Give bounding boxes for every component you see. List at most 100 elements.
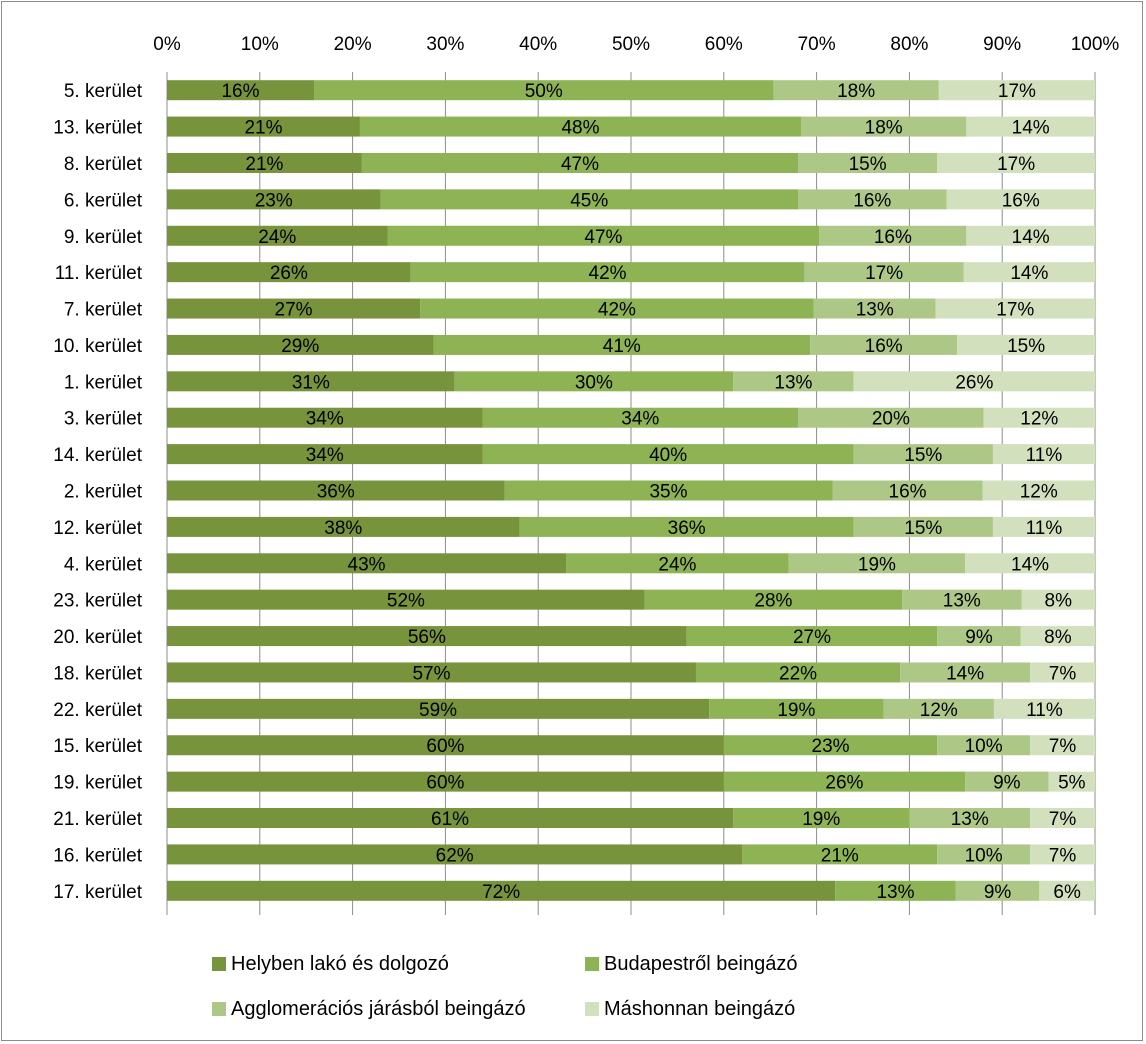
data-label: 14% — [1010, 263, 1048, 284]
bar-segment — [167, 626, 687, 647]
x-tick-label: 70% — [798, 34, 836, 55]
bar-segment — [167, 516, 520, 537]
bar-segment — [167, 808, 734, 829]
data-label: 27% — [793, 627, 831, 648]
x-tick-label: 40% — [519, 34, 557, 55]
data-label: 22% — [779, 663, 817, 684]
data-label: 23% — [812, 736, 850, 757]
bar-segment — [804, 262, 964, 283]
bar-segment — [800, 116, 967, 137]
bar-segment — [963, 262, 1095, 283]
bar-segment — [983, 407, 1095, 428]
data-label: 19% — [777, 700, 815, 721]
bar-segment — [992, 444, 1095, 465]
bar-segment — [773, 80, 939, 101]
bar-segment — [482, 407, 799, 428]
bar-segment — [167, 444, 483, 465]
data-label: 18% — [865, 118, 903, 139]
bar-segment — [1039, 880, 1095, 901]
bar-segment — [1021, 589, 1095, 610]
data-label: 72% — [482, 882, 520, 903]
bar-segment — [1020, 626, 1095, 647]
bar-segment — [167, 80, 315, 101]
bar-segment — [167, 334, 434, 355]
data-label: 7% — [1049, 809, 1077, 830]
bar-segment — [695, 662, 901, 683]
data-label: 13% — [943, 591, 981, 612]
bar-segment — [361, 152, 799, 173]
bar-segment — [519, 516, 854, 537]
bar-segment — [937, 735, 1031, 756]
data-label: 10% — [965, 845, 1003, 866]
legend-swatch — [212, 1002, 226, 1016]
data-label: 13% — [774, 372, 812, 393]
x-tick-label: 0% — [153, 34, 181, 55]
legend-label: Helyben lakó és dolgozó — [231, 953, 449, 975]
bar-segment — [167, 225, 388, 246]
data-label: 19% — [858, 554, 896, 575]
data-label: 9% — [993, 773, 1021, 794]
data-label: 16% — [874, 227, 912, 248]
bar-segment — [504, 480, 833, 501]
category-label: 22. kerület — [53, 700, 142, 721]
data-label: 38% — [324, 518, 362, 539]
bar-segment — [798, 407, 984, 428]
bar-segment — [167, 844, 743, 865]
bar-segment — [1048, 771, 1095, 792]
data-label: 21% — [821, 845, 859, 866]
bars — [167, 80, 1095, 901]
data-label: 29% — [281, 336, 319, 357]
data-label: 40% — [649, 445, 687, 466]
data-label: 24% — [258, 227, 296, 248]
data-label: 26% — [955, 372, 993, 393]
data-label: 26% — [825, 773, 863, 794]
bar-segment — [454, 371, 734, 392]
data-label: 34% — [306, 409, 344, 430]
data-label: 14% — [1012, 227, 1050, 248]
data-label: 27% — [275, 300, 313, 321]
category-label: 18. kerület — [53, 663, 142, 684]
data-label: 17% — [998, 81, 1036, 102]
data-label: 28% — [754, 591, 792, 612]
data-label: 31% — [292, 372, 330, 393]
bar-segment — [314, 80, 774, 101]
data-label: 7% — [1049, 736, 1077, 757]
data-label: 59% — [419, 700, 457, 721]
category-label: 17. kerület — [53, 882, 142, 903]
category-label: 14. kerület — [53, 445, 142, 466]
bar-segment — [742, 844, 938, 865]
bar-segment — [909, 808, 1031, 829]
legend-swatch — [585, 1002, 599, 1016]
bar-segment — [966, 116, 1095, 137]
x-tick-label: 90% — [983, 34, 1021, 55]
bar-segment — [167, 298, 421, 319]
x-tick-label: 100% — [1071, 34, 1120, 55]
bar-segment — [1030, 808, 1095, 829]
data-label: 50% — [525, 81, 563, 102]
data-label: 36% — [317, 482, 355, 503]
data-label: 14% — [1012, 118, 1050, 139]
data-label: 24% — [658, 554, 696, 575]
data-label: 8% — [1045, 591, 1073, 612]
data-label: 18% — [837, 81, 875, 102]
data-label: 11% — [1026, 445, 1063, 466]
bar-segment — [937, 844, 1031, 865]
bar-segment — [167, 662, 696, 683]
data-label: 56% — [408, 627, 446, 648]
category-label: 21. kerület — [53, 809, 142, 830]
bar-segment — [853, 371, 1095, 392]
bar-segment — [965, 771, 1049, 792]
data-label: 34% — [621, 409, 659, 430]
data-label: 48% — [561, 118, 599, 139]
data-label: 47% — [584, 227, 622, 248]
data-label: 15% — [849, 154, 887, 175]
category-label: 9. kerület — [64, 227, 143, 248]
category-label: 2. kerület — [64, 482, 143, 503]
bar-segment — [733, 808, 910, 829]
bar-segment — [359, 116, 801, 137]
data-label: 6% — [1053, 882, 1081, 903]
x-axis-ticks: 0% 10% 20% 30% 40% 50% 60% 70% 80% 90% 100% — [153, 34, 1119, 55]
data-label: 41% — [603, 336, 641, 357]
legend-label: Agglomerációs járásból beingázó — [231, 998, 526, 1020]
bar-segment — [167, 589, 645, 610]
